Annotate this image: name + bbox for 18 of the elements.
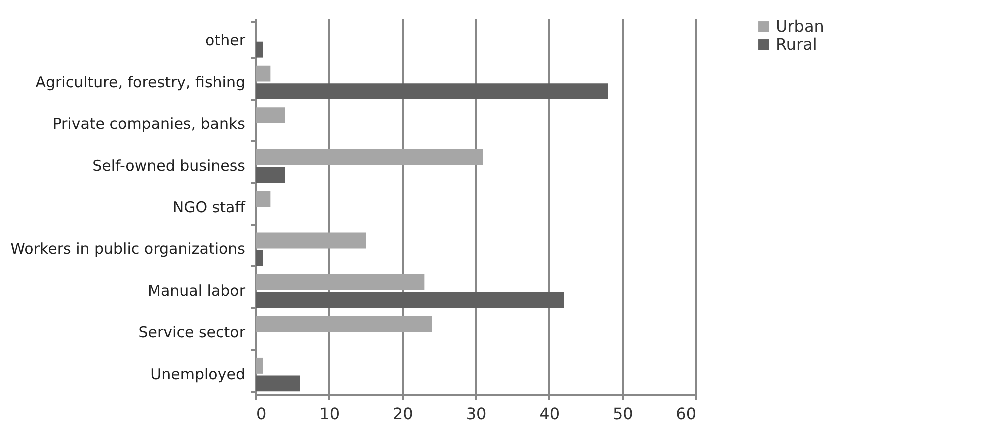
y-tick-label: Private companies, banks — [52, 115, 246, 134]
x-tick-label: 40 — [540, 404, 560, 424]
y-tick-label: Self-owned business — [92, 156, 246, 175]
y-tick-label: other — [206, 32, 246, 50]
y-tick-label: Service sector — [138, 324, 246, 342]
x-tick-label: 30 — [466, 404, 487, 424]
legend-label: Rural — [776, 35, 818, 54]
x-tick-label: 60 — [676, 404, 696, 424]
x-tick-label: 50 — [612, 404, 634, 424]
x-tick-label: 0 — [256, 404, 267, 424]
y-tick-label: Agriculture, forestry, fishing — [36, 73, 246, 92]
y-tick-label: Manual labor — [148, 282, 246, 300]
legend-label: Urban — [776, 17, 824, 36]
y-tick-label: Workers in public organizations — [10, 240, 246, 258]
x-tick-label: 20 — [392, 404, 414, 424]
x-tick-label: 10 — [320, 404, 340, 424]
y-tick-label: NGO staff — [172, 198, 246, 216]
y-tick-label: Unemployed — [150, 365, 246, 384]
